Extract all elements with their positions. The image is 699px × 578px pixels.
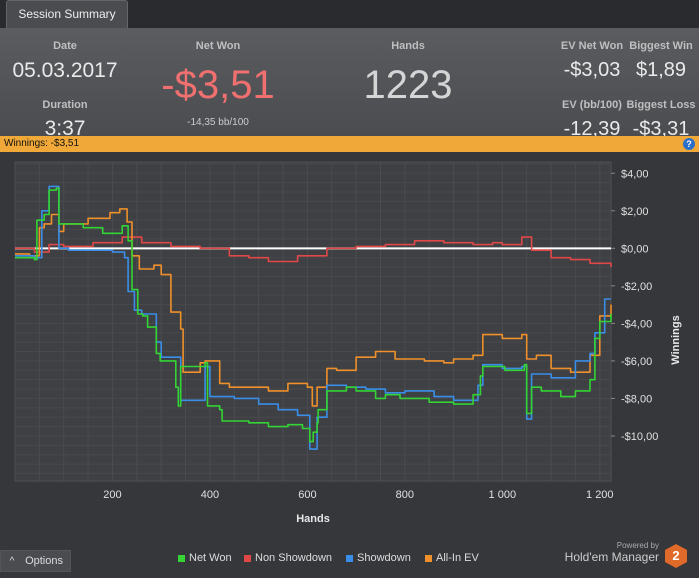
y-tick-labels: $4,00 $2,00 $0,00 -$2,00 -$4,00 -$6,00 -$8,00 -… xyxy=(611,168,658,443)
biggest-loss-value: -$3,31 xyxy=(632,118,690,140)
net-won-label: Net Won xyxy=(195,40,241,52)
series-line-all-in-ev xyxy=(15,208,612,407)
allin-ev-swatch xyxy=(425,554,432,562)
help-icon[interactable]: ? xyxy=(683,138,695,150)
summary-panel: Date 05.03.2017 Duration 3:37 Net Won -$… xyxy=(0,28,699,140)
series-line-net-won xyxy=(15,187,612,443)
options-label: Options xyxy=(25,555,63,567)
y-tick-label: -$2,00 xyxy=(621,281,652,293)
x-tick-label: 600 xyxy=(298,489,316,501)
ev-bb100-label: EV (bb/100) xyxy=(562,99,622,111)
biggest-win-label: Biggest Win xyxy=(629,40,693,52)
plot-background xyxy=(14,161,612,482)
legend-allin-ev: All-In EV xyxy=(425,551,479,565)
winnings-bar: Winnings: -$3,51 ? xyxy=(0,136,699,152)
date-label: Date xyxy=(53,40,77,52)
y-tick-label: -$6,00 xyxy=(621,356,652,368)
tab-bar: Session Summary xyxy=(0,0,699,28)
x-tick-label: 800 xyxy=(396,489,414,501)
net-won-swatch xyxy=(178,554,185,562)
date-value: 05.03.2017 xyxy=(12,59,118,82)
x-tick-label: 1 200 xyxy=(586,489,614,501)
hands-label: Hands xyxy=(391,40,425,52)
winnings-chart: 200 400 600 800 1 000 1 200 $4,00 $2,00 $0,00 -$… xyxy=(14,161,682,525)
y-tick-label: -$8,00 xyxy=(621,393,652,405)
winnings-text: Winnings: -$3,51 xyxy=(4,138,80,149)
y-tick-label: $0,00 xyxy=(621,243,649,255)
y-tick-label: $4,00 xyxy=(621,168,649,180)
x-tick-label: 400 xyxy=(201,489,219,501)
tab-session-summary[interactable]: Session Summary xyxy=(6,0,128,28)
net-won-value: -$3,51 xyxy=(161,63,275,107)
ev-net-won-label: EV Net Won xyxy=(560,40,624,52)
y-axis-label: Winnings xyxy=(670,315,682,364)
x-tick-label: 200 xyxy=(103,489,121,501)
series-line-non-showdown xyxy=(15,236,612,268)
brand: Powered by Hold'em Manager xyxy=(565,541,659,564)
legend-allin-ev-label: All-In EV xyxy=(436,552,479,564)
legend-non-showdown-label: Non Showdown xyxy=(255,552,333,564)
biggest-win-value: $1,89 xyxy=(635,59,687,81)
biggest-loss-label: Biggest Loss xyxy=(626,99,696,111)
legend-net-won: Net Won xyxy=(178,551,232,565)
series-lines xyxy=(15,185,612,450)
brand-name: Hold'em Manager xyxy=(564,550,659,564)
chevron-up-icon: ^ xyxy=(9,556,15,567)
non-showdown-swatch xyxy=(244,554,251,562)
legend-non-showdown: Non Showdown xyxy=(244,551,332,565)
y-tick-label: -$4,00 xyxy=(621,318,652,330)
x-tick-label: 1 000 xyxy=(489,489,517,501)
ev-bb100-value: -12,39 xyxy=(563,118,621,140)
x-axis-label: Hands xyxy=(296,513,330,525)
duration-label: Duration xyxy=(42,99,88,111)
net-won-bb100: -14,35 bb/100 xyxy=(187,117,249,128)
x-tick-labels: 200 400 600 800 1 000 1 200 xyxy=(103,489,613,501)
duration-value: 3:37 xyxy=(44,117,86,140)
legend-showdown: Showdown xyxy=(346,551,411,565)
ev-net-won-value: -$3,03 xyxy=(563,59,621,81)
chart-area: 200 400 600 800 1 000 1 200 $4,00 $2,00 $0,00 -$… xyxy=(0,152,699,545)
showdown-swatch xyxy=(346,554,353,562)
legend-net-won-label: Net Won xyxy=(189,552,232,564)
hands-value: 1223 xyxy=(363,63,453,107)
hm2-logo-icon: 2 xyxy=(665,544,687,568)
y-tick-label: -$10,00 xyxy=(621,431,658,443)
legend-showdown-label: Showdown xyxy=(357,552,411,564)
options-button[interactable]: ^ Options xyxy=(0,550,71,572)
powered-by: Powered by xyxy=(616,541,659,550)
y-tick-label: $2,00 xyxy=(621,206,649,218)
